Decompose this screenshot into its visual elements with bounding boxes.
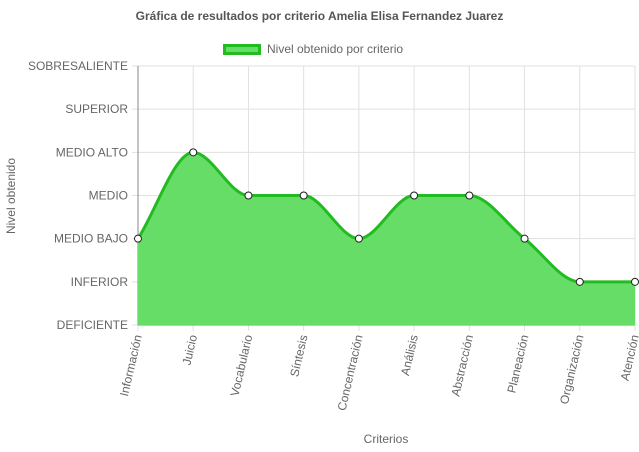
x-tick-label: Abstracción bbox=[448, 333, 476, 397]
legend-swatch bbox=[223, 43, 261, 55]
x-axis-title: Criterios bbox=[364, 432, 409, 446]
series-line bbox=[136, 150, 635, 284]
x-tick-label: Juicio bbox=[179, 333, 200, 366]
y-tick-label: SOBRESALIENTE bbox=[28, 59, 128, 73]
y-axis-title: Nivel obtenido bbox=[4, 158, 18, 234]
x-tick-label: Vocabulario bbox=[228, 333, 256, 398]
x-tick-label: Análisis bbox=[398, 333, 421, 376]
y-tick-label: MEDIO BAJO bbox=[54, 232, 128, 246]
data-point[interactable] bbox=[465, 191, 474, 200]
data-point[interactable] bbox=[189, 148, 198, 157]
x-tick-label: Organización bbox=[557, 333, 587, 405]
data-point[interactable] bbox=[134, 234, 142, 243]
x-tick-label: Concentración bbox=[335, 333, 366, 412]
y-tick-label: MEDIO bbox=[89, 189, 128, 203]
data-point[interactable] bbox=[299, 191, 308, 200]
y-tick-label: MEDIO ALTO bbox=[56, 145, 128, 159]
data-point[interactable] bbox=[244, 191, 253, 200]
data-point[interactable] bbox=[410, 191, 419, 200]
data-point[interactable] bbox=[354, 234, 363, 243]
y-tick-label: SUPERIOR bbox=[65, 102, 128, 116]
y-tick-label: DEFICIENTE bbox=[57, 318, 128, 332]
data-point[interactable] bbox=[575, 277, 584, 286]
x-tick-label: Información bbox=[117, 333, 145, 397]
data-point[interactable] bbox=[631, 277, 639, 286]
x-tick-label: Atención bbox=[618, 333, 639, 382]
legend[interactable]: Nivel obtenido por criterio bbox=[223, 42, 403, 56]
data-point[interactable] bbox=[520, 234, 529, 243]
legend-label: Nivel obtenido por criterio bbox=[267, 42, 404, 56]
x-tick-label: Síntesis bbox=[287, 333, 310, 378]
y-tick-label: INFERIOR bbox=[71, 275, 129, 289]
x-tick-label: Planeación bbox=[504, 333, 531, 394]
chart-title: Gráfica de resultados por criterio Ameli… bbox=[135, 9, 504, 23]
